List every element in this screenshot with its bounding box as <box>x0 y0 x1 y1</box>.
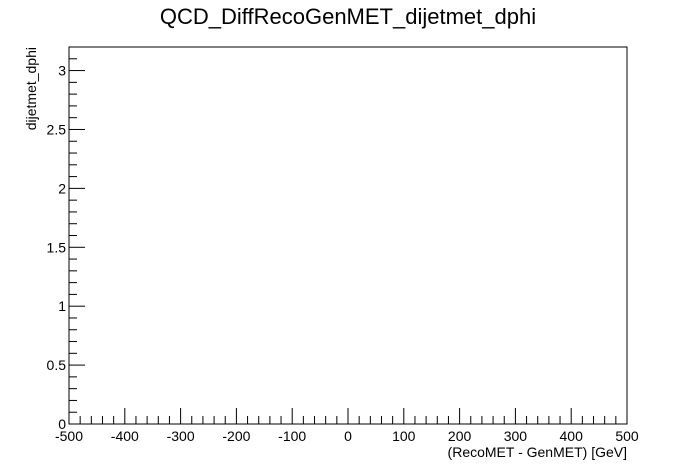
y-tick-label: 1 <box>58 298 66 314</box>
y-axis-label: dijetmet_dphi <box>23 47 39 130</box>
y-axis-tick-labels: 0 0.5 1 1.5 2 2.5 3 <box>47 63 67 432</box>
x-tick-label: -300 <box>167 428 195 444</box>
y-tick-label: 0.5 <box>47 357 67 373</box>
y-tick-label: 3 <box>58 63 66 79</box>
x-tick-label: 300 <box>504 428 528 444</box>
y-tick-label: 1.5 <box>47 239 67 255</box>
x-tick-label: 400 <box>560 428 584 444</box>
y-tick-label: 2 <box>58 180 66 196</box>
x-axis-tick-labels: -500 -400 -300 -200 -100 0 100 200 300 400 500 <box>55 428 639 444</box>
y-tick-label: 0 <box>58 416 66 432</box>
x-tick-label: -400 <box>111 428 139 444</box>
x-tick-label: 200 <box>448 428 472 444</box>
x-axis-label: (RecoMET - GenMET) [GeV] <box>448 444 627 460</box>
x-tick-label: 0 <box>344 428 352 444</box>
y-axis-ticks <box>69 46 85 425</box>
plot-frame <box>68 46 628 425</box>
x-tick-label: -500 <box>55 428 83 444</box>
chart-title: QCD_DiffRecoGenMET_dijetmet_dphi <box>159 4 537 29</box>
y-tick-label: 2.5 <box>47 121 67 137</box>
x-tick-label: 500 <box>615 428 639 444</box>
x-tick-label: 100 <box>392 428 416 444</box>
x-axis-ticks <box>68 408 628 424</box>
x-tick-label: -100 <box>278 428 306 444</box>
x-tick-label: -200 <box>222 428 250 444</box>
